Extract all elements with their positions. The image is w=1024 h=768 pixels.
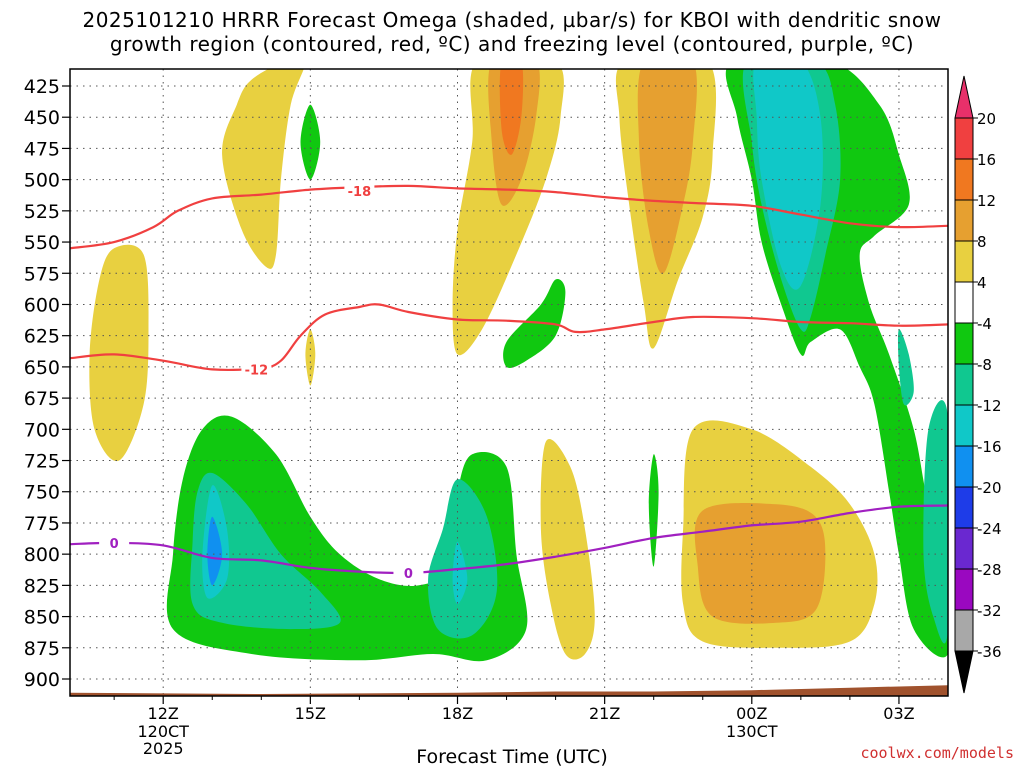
x-tick-label-00Z: 00Z [736,704,767,723]
colorbar-box-11 [954,568,974,611]
contour-label-3: 0 [404,567,413,582]
omega-region-21 [540,438,595,660]
y-tick-label-450: 450 [24,107,60,129]
omega-region-1 [300,104,321,180]
y-tick-label-850: 850 [24,607,60,629]
y-tick-label-425: 425 [24,76,60,98]
y-tick-label-550: 550 [24,232,60,254]
colorbar-label-9: -20 [977,479,1002,497]
y-tick-label-825: 825 [24,575,60,597]
x-tick-label-15Z: 15Z [295,704,326,723]
colorbar-label-2: 12 [977,192,996,210]
y-tick-label-500: 500 [24,170,60,192]
omega-region-24 [694,502,826,624]
contour-snow-growth-top [70,184,948,250]
colorbar-box-7 [954,404,974,447]
credit-text: coolwx.com/models [860,744,1014,762]
colorbar-bottom-triangle [954,650,974,694]
y-tick-label-625: 625 [24,326,60,348]
y-tick-label-800: 800 [24,544,60,566]
gridlines [70,69,948,696]
colorbar-box-9 [954,486,974,529]
colorbar-label-12: -32 [977,602,1002,620]
contour-label-bg-3 [393,564,424,581]
chart-title-line-2: growth region (contoured, red, ºC) and f… [109,32,915,56]
omega-region-22 [648,454,659,567]
colorbar-box-1 [954,158,974,201]
colorbar-label-4: 4 [977,274,987,292]
colorbar-label-10: -24 [977,520,1002,538]
ground-terrain [70,685,948,696]
omega-region-6 [499,69,524,155]
contour-label-bg-0 [344,182,375,199]
y-tick-label-650: 650 [24,357,60,379]
chart-title-line-1: 2025101210 HRRR Forecast Omega (shaded, … [82,8,942,32]
omega-region-16 [190,472,341,630]
colorbar-label-3: 8 [977,233,987,251]
colorbar-label-11: -28 [977,561,1002,579]
omega-region-7 [503,279,566,368]
y-tick-label-525: 525 [24,201,60,223]
colorbar-top-triangle [954,75,974,119]
colorbar-label-1: 16 [977,151,996,169]
omega-region-13 [897,329,914,406]
contour-label-bg-1 [241,361,272,378]
y-tick-label-475: 475 [24,138,60,160]
omega-shading [89,69,948,662]
y-tick-label-900: 900 [24,669,60,691]
y-tick-label-875: 875 [24,638,60,660]
chart-title: 2025101210 HRRR Forecast Omega (shaded, … [0,8,1024,56]
x-tick-sublabel-12Z: 120CT [137,722,189,741]
omega-region-2 [89,244,149,462]
colorbar-box-6 [954,363,974,406]
plot-frame [69,68,949,697]
contour-label-2: 0 [110,537,119,552]
contour-label-bg-2 [99,534,130,551]
omega-region-3 [305,329,316,386]
colorbar-box-12 [954,609,974,652]
y-tick-label-725: 725 [24,451,60,473]
contour-labels: -18 -12 0 0 [99,182,424,582]
contour-label-1: -12 [245,363,269,378]
x-tick-label-12Z: 12Z [148,704,179,723]
colorbar-box-2 [954,199,974,242]
colorbar-label-5: -4 [977,315,992,333]
colorbar-label-7: -12 [977,397,1002,415]
omega-region-0 [222,69,304,269]
colorbar-box-5 [954,322,974,365]
omega-region-4 [452,69,564,356]
omega-region-20 [452,541,468,605]
colorbar-label-13: -36 [977,643,1002,661]
colorbar-label-0: 20 [977,110,996,128]
y-tick-label-675: 675 [24,388,60,410]
omega-region-9 [637,69,697,274]
colorbar-label-8: -16 [977,438,1002,456]
ground-fill [70,685,948,696]
x-tick-label-03Z: 03Z [883,704,914,723]
colorbar-box-10 [954,527,974,570]
x-tick-sublabel-00Z: 130CT [726,722,778,741]
y-tick-label-700: 700 [24,419,60,441]
colorbar-box-4 [954,281,974,324]
y-tick-label-775: 775 [24,513,60,535]
colorbar-box-3 [954,240,974,283]
y-tick-label-600: 600 [24,294,60,316]
omega-region-12 [753,69,823,290]
contour-freezing-level [70,504,948,575]
colorbar: 20 16 12 8 4 -4 -8 -12 -16 -20 -24 -28 -32 -36 [954,75,1002,694]
colorbar-box-8 [954,445,974,488]
x-tick-label-18Z: 18Z [442,704,473,723]
colorbar-box-0 [954,117,974,160]
x-axis-label: Forecast Time (UTC) [416,746,608,768]
contour-label-0: -18 [348,185,372,200]
colorbar-label-6: -8 [977,356,992,374]
y-tick-label-750: 750 [24,482,60,504]
y-tick-label-575: 575 [24,263,60,285]
x-tick-year-12Z: 2025 [143,739,184,758]
y-axis: 425 450 475 500 525 550 575 600 625 650 675 700 725 7… [24,76,70,691]
x-tick-label-21Z: 21Z [589,704,620,723]
omega-region-18 [207,516,223,586]
